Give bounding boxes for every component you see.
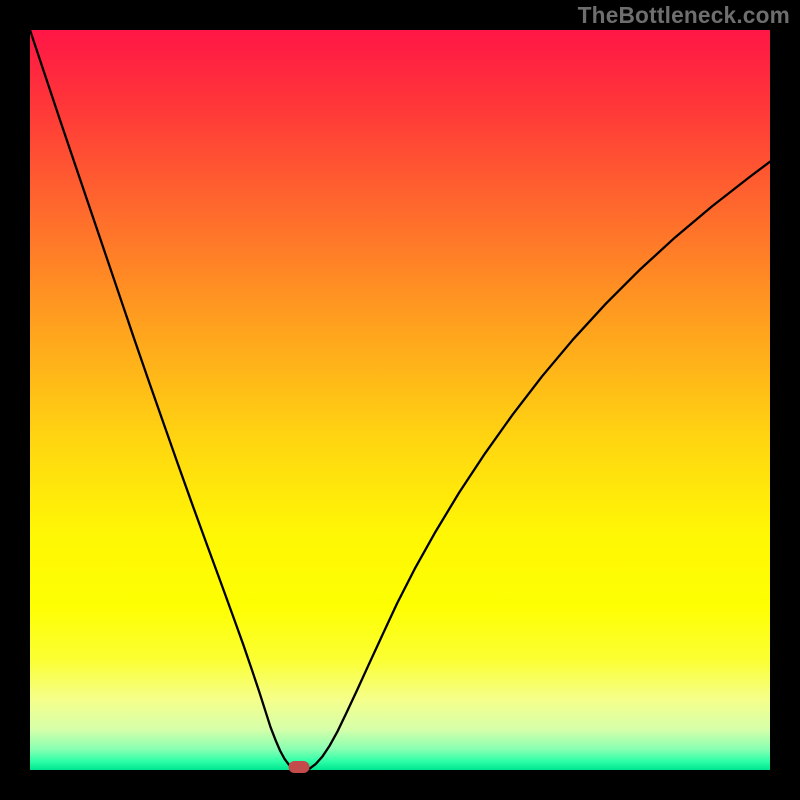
plot-area: [30, 30, 770, 770]
chart-canvas: TheBottleneck.com: [0, 0, 800, 800]
curve-svg: [30, 30, 770, 770]
watermark-text: TheBottleneck.com: [578, 2, 790, 29]
optimum-marker: [289, 761, 310, 773]
bottleneck-curve: [30, 30, 770, 770]
